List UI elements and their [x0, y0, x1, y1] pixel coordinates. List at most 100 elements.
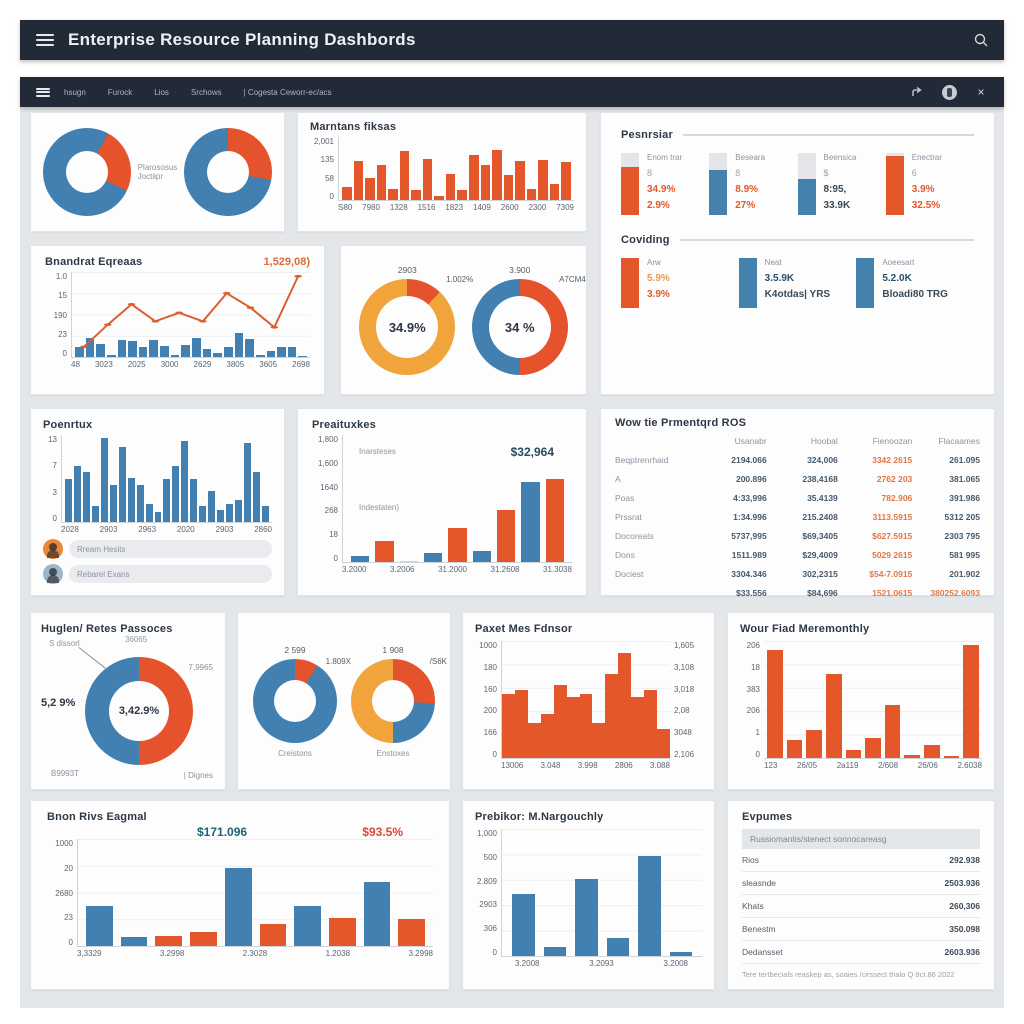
- bar: [448, 528, 467, 562]
- bar: [512, 893, 535, 956]
- table-cell: $33.556: [735, 587, 767, 598]
- axis-tick: 2680: [55, 888, 73, 898]
- axis-tick: 0: [52, 513, 57, 523]
- user-pill[interactable]: Rream Hesits: [43, 539, 272, 559]
- axis-tick: 2629: [193, 360, 212, 369]
- table-cell: Beqptrenrhaid: [615, 454, 669, 465]
- bar: [202, 349, 212, 357]
- bar: [527, 722, 541, 758]
- donut-label-left: 5,2 9%: [41, 697, 76, 709]
- bar: [213, 352, 222, 357]
- gauge-donut: 34 %: [471, 279, 568, 375]
- user-avatar-icon[interactable]: [940, 83, 958, 101]
- bar: [154, 512, 162, 522]
- table-cell: 1:34.996: [733, 511, 767, 522]
- close-icon[interactable]: ×: [977, 85, 985, 99]
- bar: [363, 881, 391, 946]
- user-pill[interactable]: Rebarel Exans: [43, 564, 272, 584]
- axis-tick: 3605: [259, 360, 278, 369]
- axis-tick: 3.2008: [663, 959, 688, 968]
- axis-tick: 23: [64, 913, 73, 923]
- secondary-toolbar: hsugn Furock Lios Srchows | Cogesta Cewo…: [20, 77, 1004, 107]
- annotation-left: Inarsteses: [359, 447, 396, 456]
- menu-item-3[interactable]: Lios: [154, 87, 169, 97]
- combo-chart-plot: [71, 272, 310, 358]
- table-cell: 5029 2615: [872, 549, 913, 560]
- card-title: Paxet Mes Fdnsor: [475, 623, 573, 635]
- axis-tick: 2698: [292, 360, 310, 369]
- bar: [445, 173, 456, 200]
- table-cell: 238,4168: [802, 473, 838, 484]
- search-icon[interactable]: [972, 31, 990, 49]
- kpi-item: Aoeesart 5.2.0K Bloadi80 TRG: [856, 258, 974, 308]
- axis-tick: 1823: [445, 203, 464, 212]
- axis-tick: 1,600: [317, 458, 338, 468]
- axis-tick: S80: [338, 203, 353, 212]
- x-axis-labels: 3,3329 3.2998 2.3028 1.2038 3.2998: [77, 949, 433, 958]
- gauge-top-label: 3.900: [509, 265, 531, 275]
- hamburger-menu-icon[interactable]: [36, 34, 54, 46]
- axis-tick: 2,001: [313, 137, 334, 146]
- axis-tick: 3000: [160, 360, 179, 369]
- bar: [65, 478, 72, 522]
- bar: [514, 690, 528, 758]
- bar: [234, 333, 244, 357]
- axis-tick: 1,800: [317, 435, 338, 444]
- table-cell: 380252.6093: [930, 587, 980, 598]
- bar: [457, 189, 468, 200]
- user-pill-list: Rream Hesits Rebarel Exans: [43, 539, 272, 584]
- section-title-coviding: Coviding: [621, 234, 670, 246]
- table-cell: Dociest: [615, 568, 644, 579]
- axis-tick: 18: [329, 530, 338, 540]
- menu-item-5[interactable]: | Cogesta Ceworr-ec/acs: [243, 87, 332, 97]
- section-divider: [679, 239, 974, 241]
- bar: [388, 188, 398, 200]
- menu-item-2[interactable]: Furock: [107, 87, 133, 97]
- axis-tick: 3023: [94, 360, 113, 369]
- table-row: $33.556 $84,696 1521.0615 380252.6093: [615, 583, 980, 602]
- hamburger-menu-icon[interactable]: [36, 87, 50, 97]
- bar: [287, 346, 297, 357]
- share-icon[interactable]: [908, 83, 926, 101]
- bar: [553, 685, 567, 758]
- donut-chart-1: [43, 128, 131, 216]
- table-footnote: Tere tertbecials reaskep as, soaies /cir…: [742, 970, 955, 979]
- donut-label-bottomright: | Dignes: [183, 771, 213, 780]
- bar: [91, 506, 99, 522]
- axis-tick: 13: [48, 435, 57, 444]
- table-row: sleasnde 2503.936: [742, 872, 980, 895]
- bar: [502, 693, 515, 758]
- card-demand-combo: Bnandrat Eqreaas 1,529,08) 1.0 15 190 23 0 4…: [30, 245, 325, 395]
- x-axis-labels: 2028 2903 2963 2020 2903 2860: [61, 525, 272, 534]
- bar: [353, 160, 364, 200]
- kpi-item: Beseara 8 8.9% 27%: [709, 153, 797, 216]
- axis-tick: 1328: [389, 203, 408, 212]
- bar-series: [339, 137, 574, 200]
- gauge-center-value: 34 %: [504, 319, 535, 335]
- axis-tick: 206: [746, 706, 760, 716]
- bar-series: [78, 839, 433, 946]
- axis-tick: 206: [746, 641, 760, 650]
- bar: [575, 878, 598, 956]
- kpi-bar: [621, 153, 639, 215]
- table-cell: 5312 205: [944, 511, 980, 522]
- bar: [127, 477, 135, 522]
- bar: [136, 484, 144, 522]
- bar: [226, 503, 234, 522]
- axis-tick: 3.2998: [408, 949, 433, 958]
- y-axis-labels: 206 18 383 206 1 0: [740, 641, 764, 759]
- table-cell: $54-7.0915: [869, 568, 913, 579]
- axis-tick: 2300: [528, 203, 547, 212]
- card-title: Huglen/ Retes Passoces: [41, 623, 173, 635]
- row-label: Dedansset: [742, 947, 783, 957]
- kpi-bar: [856, 258, 875, 308]
- bar: [492, 149, 502, 200]
- menu-item-1[interactable]: hsugn: [64, 87, 86, 97]
- kpi-sub: 6: [911, 168, 917, 178]
- table-row: A 200.896 238,4168 2762 203 381.065: [615, 469, 980, 488]
- menu-item-4[interactable]: Srchows: [190, 87, 222, 97]
- bar-series: [343, 435, 572, 562]
- user-name: Rebarel Exans: [69, 565, 272, 583]
- kpi-item: Neat 3.5.9K K4otdas| YRS: [738, 258, 857, 308]
- donut-chart-2: [183, 128, 272, 216]
